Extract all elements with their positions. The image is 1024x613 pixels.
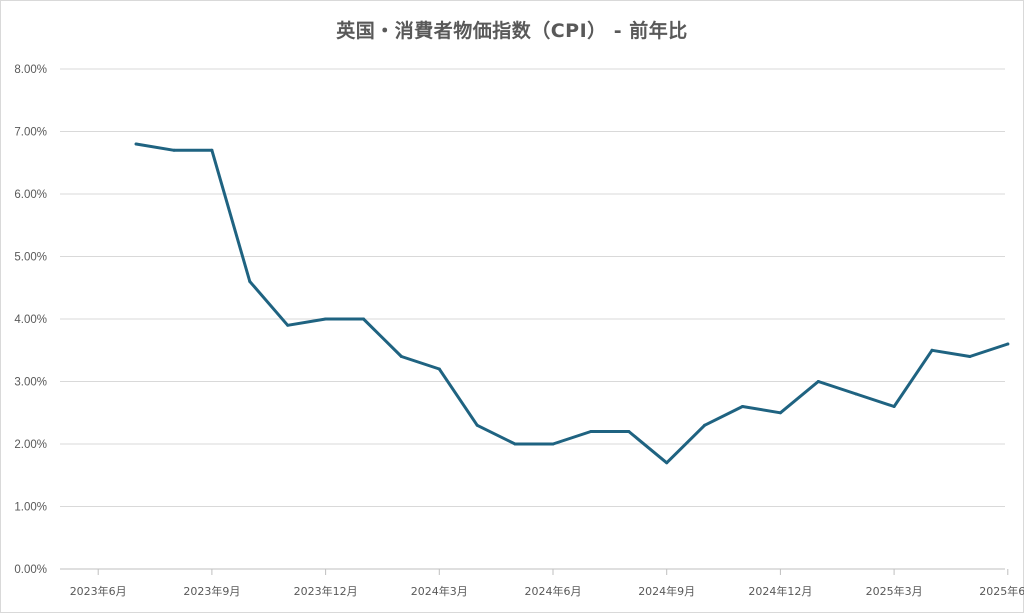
data-point: [665, 461, 669, 465]
y-tick-label: 1.00%: [14, 502, 47, 514]
data-point: [286, 323, 290, 327]
y-tick-label: 2.00%: [14, 439, 47, 451]
data-point: [324, 317, 328, 321]
data-point: [475, 423, 479, 427]
x-tick-label: 2024年12月: [748, 584, 812, 598]
data-point: [627, 430, 631, 433]
data-point: [589, 430, 593, 433]
data-point: [437, 367, 441, 371]
data-point: [1006, 342, 1010, 346]
data-point: [816, 380, 820, 383]
x-tick-label: 2025年6月: [979, 584, 1024, 598]
data-point: [930, 348, 934, 352]
x-tick-label: 2024年6月: [525, 584, 582, 598]
x-axis: [97, 569, 1009, 575]
x-tick-label: 2023年12月: [294, 584, 358, 598]
data-point: [778, 411, 782, 415]
x-tick-label: 2024年9月: [638, 584, 695, 598]
x-tick-label: 2024年3月: [411, 584, 468, 598]
gridlines: [60, 68, 1005, 570]
y-tick-label: 3.00%: [14, 377, 47, 389]
y-tick-label: 4.00%: [14, 314, 47, 326]
data-point: [399, 355, 403, 358]
x-tick-label: 2023年6月: [70, 584, 127, 598]
y-axis-ticks: 0.00% 1.00% 2.00% 3.00% 4.00% 5.00% 6.00% 7.00%…: [14, 64, 47, 576]
series-layer: [134, 142, 1010, 465]
x-tick-label: 2023年9月: [183, 584, 240, 598]
data-point: [968, 355, 972, 358]
y-tick-label: 7.00%: [14, 127, 47, 139]
data-point: [854, 392, 858, 396]
data-point: [134, 142, 138, 146]
data-point: [703, 423, 707, 427]
data-point: [362, 317, 365, 321]
y-tick-label: 5.00%: [14, 252, 47, 264]
data-point: [741, 405, 744, 408]
data-point: [210, 148, 214, 152]
data-point: [172, 148, 176, 152]
data-point: [513, 442, 517, 446]
y-tick-label: 6.00%: [14, 189, 47, 201]
y-tick-label: 0.00%: [14, 564, 47, 576]
data-point: [551, 442, 555, 446]
data-point: [892, 405, 896, 408]
data-point: [248, 280, 252, 283]
x-tick-label: 2025年3月: [866, 584, 923, 598]
chart-title: 英国・消費者物価指数（CPI） - 前年比: [336, 20, 688, 42]
series-line: [134, 142, 1010, 465]
x-axis-ticks: 2023年6月 2023年9月 2023年12月 2024年3月 2024年6月 2024…: [70, 584, 1024, 598]
y-tick-label: 8.00%: [14, 64, 47, 76]
